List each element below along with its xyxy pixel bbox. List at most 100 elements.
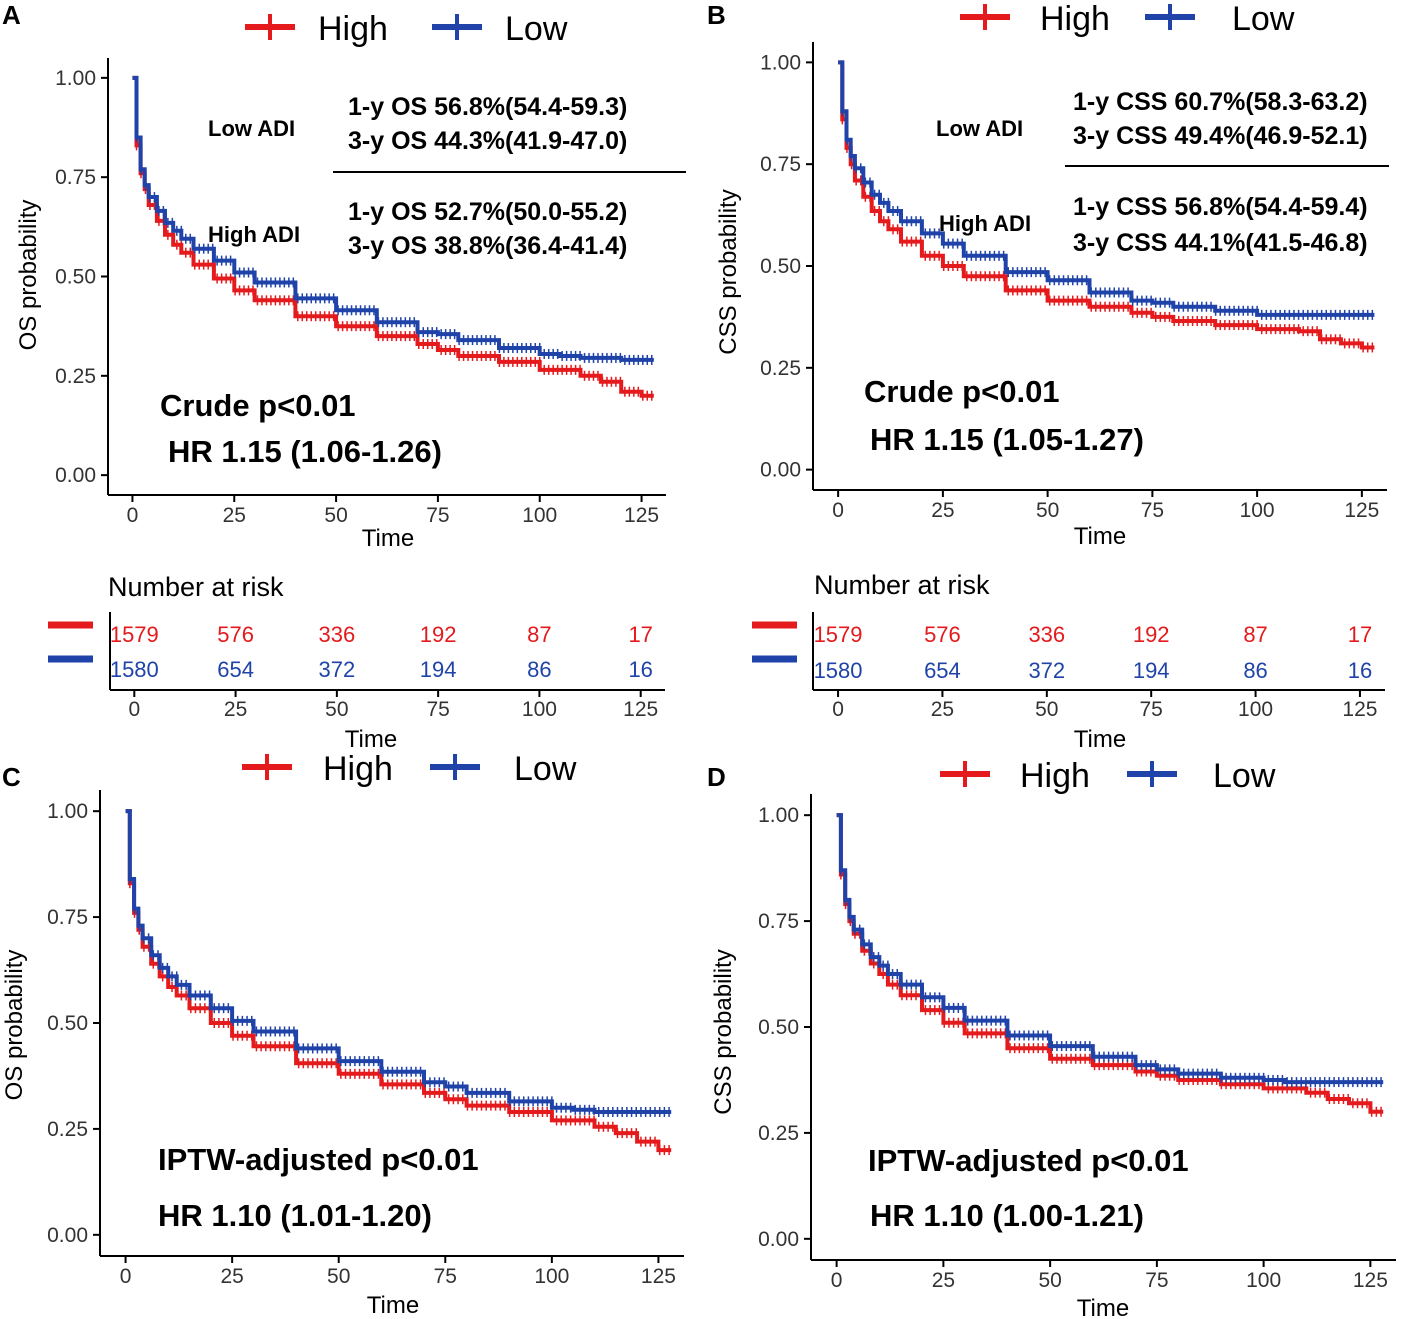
xtick-label: 100: [1246, 1269, 1281, 1292]
censor-marks-low: [129, 873, 670, 1117]
panel-d-xlabel: Time: [1077, 1295, 1129, 1319]
panel-b-pvalue: Crude p<0.01: [864, 374, 1060, 409]
risk-xtick-label: 125: [1342, 698, 1377, 721]
panel-d: D High Low CSS probability Time IPTW-adj…: [707, 757, 1276, 1319]
legend-d-high-label: High: [1020, 757, 1090, 795]
panel-b-low-1y: 1-y CSS 60.7%(58.3-63.2): [1073, 88, 1368, 116]
legend-b: High Low: [960, 0, 1295, 38]
xtick-label: 125: [1344, 499, 1379, 522]
panel-a: A High Low OS probability Time Low ADI 1…: [2, 0, 686, 552]
risk-high-value: 192: [1133, 622, 1170, 647]
risk-high-value: 1579: [110, 622, 159, 647]
panel-c-ylabel: OS probability: [1, 950, 28, 1101]
risk-table-a-values: 0 1579 1580 25 576 654 50 336 372 75 192 194 100 87 86…: [110, 622, 658, 721]
risk-low-value: 16: [628, 657, 652, 682]
xtick-label: 100: [1240, 499, 1275, 522]
ytick-label: 0.00: [55, 464, 96, 487]
ytick-label: 0.25: [760, 357, 801, 380]
xtick-label: 0: [832, 499, 844, 522]
ytick-label: 1.00: [758, 804, 799, 827]
km-curve-low: [132, 75, 654, 362]
xtick-label: 75: [1141, 499, 1164, 522]
legend-a-low-label: Low: [505, 10, 568, 48]
xtick-label: 50: [327, 1265, 350, 1288]
risk-table-a: Number at risk Time: [48, 572, 665, 753]
risk-xtick-label: 75: [1140, 698, 1163, 721]
plot-b: 0.00 0.25 0.50 0.75 1.00 0 25 50 75 100 125: [760, 42, 1387, 522]
risk-table-a-xlabel: Time: [345, 726, 397, 753]
risk-table-a-title: Number at risk: [108, 572, 284, 602]
risk-xtick-label: 50: [325, 698, 348, 721]
risk-high-value: 17: [1348, 622, 1372, 647]
xtick-label: 25: [931, 499, 954, 522]
panel-a-low-3y: 3-y OS 44.3%(41.9-47.0): [348, 127, 627, 155]
risk-high-value: 1579: [814, 622, 863, 647]
plot-d: 0.00 0.25 0.50 0.75 1.00 0 25 50 75 100 125: [758, 794, 1396, 1292]
risk-low-value: 16: [1348, 658, 1372, 683]
legend-c: High Low: [242, 750, 577, 788]
censor-marks-high: [135, 140, 653, 401]
xtick-label: 125: [1353, 1269, 1388, 1292]
panel-b-low-3y: 3-y CSS 49.4%(46.9-52.1): [1073, 122, 1368, 150]
ytick-label: 0.75: [758, 910, 799, 933]
xtick-label: 25: [220, 1265, 243, 1288]
panel-c-letter: C: [2, 762, 21, 792]
censor-marks-low: [135, 132, 653, 365]
risk-low-value: 654: [217, 657, 254, 682]
panel-c-hr: HR 1.10 (1.01-1.20): [158, 1198, 432, 1233]
risk-low-value: 194: [420, 657, 457, 682]
km-curve-low: [836, 813, 1384, 1085]
km-curve-high: [836, 813, 1384, 1114]
ytick-label: 0.50: [47, 1012, 88, 1035]
ytick-label: 0.75: [47, 906, 88, 929]
panel-d-ylabel: CSS probability: [710, 949, 737, 1114]
xtick-label: 125: [624, 504, 659, 527]
panel-d-letter: D: [707, 762, 726, 792]
xtick-label: 25: [932, 1269, 955, 1292]
plot-c: 0.00 0.25 0.50 0.75 1.00 0 25 50 75 100 125: [47, 790, 684, 1288]
ytick-label: 1.00: [47, 800, 88, 823]
panel-c: C High Low OS probability Time IPTW-adju…: [1, 750, 577, 1319]
panel-a-xlabel: Time: [362, 525, 414, 552]
risk-xtick-label: 0: [832, 698, 844, 721]
xtick-label: 75: [434, 1265, 457, 1288]
ytick-label: 0.00: [758, 1228, 799, 1251]
panel-b-high-3y: 3-y CSS 44.1%(41.5-46.8): [1073, 229, 1368, 257]
xtick-label: 50: [1038, 1269, 1061, 1292]
panel-b-xlabel: Time: [1074, 523, 1126, 550]
risk-low-value: 86: [527, 657, 551, 682]
legend-c-low-label: Low: [514, 750, 577, 788]
panel-a-high-3y: 3-y OS 38.8%(36.4-41.4): [348, 232, 627, 260]
risk-table-b-values: 0 1579 1580 25 576 654 50 336 372 75 192 194 100 87 86…: [814, 622, 1378, 721]
xtick-label: 75: [426, 504, 449, 527]
xtick-label: 100: [534, 1265, 569, 1288]
risk-xtick-label: 125: [623, 698, 658, 721]
risk-xtick-label: 25: [931, 698, 954, 721]
risk-xtick-label: 25: [224, 698, 247, 721]
risk-low-value: 372: [319, 657, 356, 682]
risk-high-value: 87: [527, 622, 551, 647]
risk-xtick-label: 0: [128, 698, 140, 721]
legend-a: High Low: [245, 10, 568, 48]
legend-b-high-label: High: [1040, 0, 1110, 38]
risk-xtick-label: 50: [1035, 698, 1058, 721]
xtick-label: 0: [127, 504, 139, 527]
xtick-label: 0: [831, 1269, 843, 1292]
ytick-label: 0.25: [47, 1118, 88, 1141]
risk-high-value: 192: [420, 622, 457, 647]
panel-d-hr: HR 1.10 (1.00-1.21): [870, 1198, 1144, 1233]
panel-b-ylabel: CSS probability: [715, 189, 742, 354]
ytick-label: 1.00: [55, 67, 96, 90]
risk-table-b-xlabel: Time: [1074, 726, 1126, 753]
panel-b-high-adi-label: High ADI: [939, 211, 1031, 236]
panel-d-pvalue: IPTW-adjusted p<0.01: [868, 1143, 1189, 1178]
panel-a-pvalue: Crude p<0.01: [160, 388, 356, 423]
panel-b: B High Low CSS probability Time Low ADI …: [707, 0, 1389, 550]
risk-xtick-label: 100: [522, 698, 557, 721]
km-curve-high: [125, 809, 672, 1153]
risk-table-b-title: Number at risk: [814, 570, 990, 600]
legend-d-low-label: Low: [1213, 757, 1276, 795]
risk-xtick-label: 75: [426, 698, 449, 721]
panel-c-pvalue: IPTW-adjusted p<0.01: [158, 1142, 479, 1177]
panel-a-letter: A: [2, 0, 21, 30]
